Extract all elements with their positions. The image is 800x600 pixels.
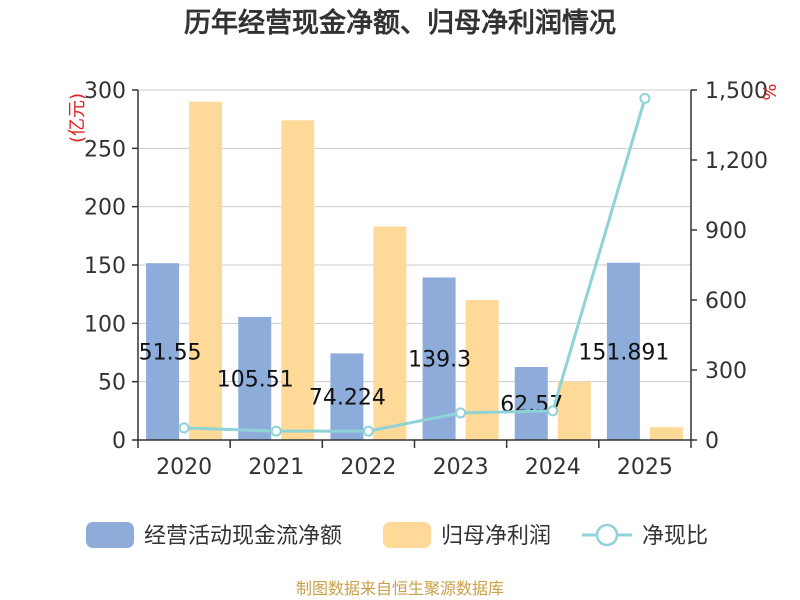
bar-profit-2024 [557, 381, 591, 440]
ratio-point-2020 [178, 422, 190, 434]
data-label-2023: 139.3 [408, 348, 471, 373]
ratio-point-2024 [547, 405, 559, 417]
right-tick-label: 1,200 [705, 149, 768, 174]
bar-cashflow-2024 [514, 367, 548, 440]
bar-profit-2022 [373, 226, 407, 440]
bar-profit-2025 [649, 427, 683, 440]
left-tick-label: 200 [84, 196, 126, 221]
x-tick-label-2025: 2025 [617, 455, 673, 480]
bar-profit-2021 [281, 120, 315, 440]
x-tick-label-2023: 2023 [433, 455, 489, 480]
x-tick-label-2021: 2021 [248, 455, 304, 480]
legend-marker-ratio [595, 523, 619, 547]
gridlines [138, 89, 691, 383]
legend-label-profit: 归母净利润 [441, 524, 551, 549]
right-tick-label: 600 [705, 289, 747, 314]
legend-label-cashflow: 经营活动现金流净额 [144, 524, 342, 549]
data-label-2025: 151.891 [578, 340, 669, 365]
right-tick-label: 1,500 [705, 79, 768, 104]
data-label-2022: 74.224 [309, 386, 386, 411]
bars [146, 101, 683, 441]
ratio-line-path [184, 97, 647, 433]
bar-cashflow-2023 [422, 277, 456, 440]
ratio-point-2021 [270, 425, 282, 437]
left-tick-label: 0 [112, 429, 126, 454]
left-tick-label: 100 [84, 312, 126, 337]
bar-cashflow-2022 [330, 353, 364, 440]
legend-swatch-cashflow [86, 522, 134, 548]
bar-profit-2020 [189, 101, 223, 441]
left-tick-label: 150 [84, 254, 126, 279]
right-tick-label: 0 [705, 429, 719, 454]
ratio-point-2022 [362, 425, 374, 437]
bar-profit-2023 [465, 300, 499, 440]
left-tick-label: 300 [84, 79, 126, 104]
source-note: 制图数据来自恒生聚源数据库 [296, 579, 504, 598]
chart-title: 历年经营现金净额、归母净利润情况 [184, 7, 616, 39]
x-tick-label-2024: 2024 [525, 455, 581, 480]
x-tick-label-2022: 2022 [340, 455, 396, 480]
right-tick-label: 300 [705, 359, 747, 384]
legend-label-ratio: 净现比 [642, 524, 708, 549]
data-label-2020: 151.55 [125, 341, 202, 366]
ratio-point-2025 [639, 92, 651, 104]
left-axis-unit: (亿元) [67, 93, 88, 143]
bar-cashflow-2025 [606, 262, 640, 440]
legend: 经营活动现金流净额 归母净利润 净现比 [86, 522, 708, 549]
x-tick-label-2020: 2020 [156, 455, 212, 480]
right-axis-unit: % [758, 83, 779, 100]
left-tick-label: 250 [84, 137, 126, 162]
bar-cashflow-2020 [146, 263, 180, 440]
right-tick-label: 900 [705, 219, 747, 244]
legend-swatch-profit [383, 522, 431, 548]
bar-cashflow-2021 [238, 316, 272, 440]
data-label-2021: 105.51 [217, 367, 294, 392]
axes: 0 50 100 150 200 250 300 0 300 600 900 1,200 1,500 20… [84, 79, 768, 480]
ratio-point-2023 [455, 407, 467, 419]
ratio-line [178, 92, 651, 437]
left-tick-label: 50 [98, 371, 126, 396]
